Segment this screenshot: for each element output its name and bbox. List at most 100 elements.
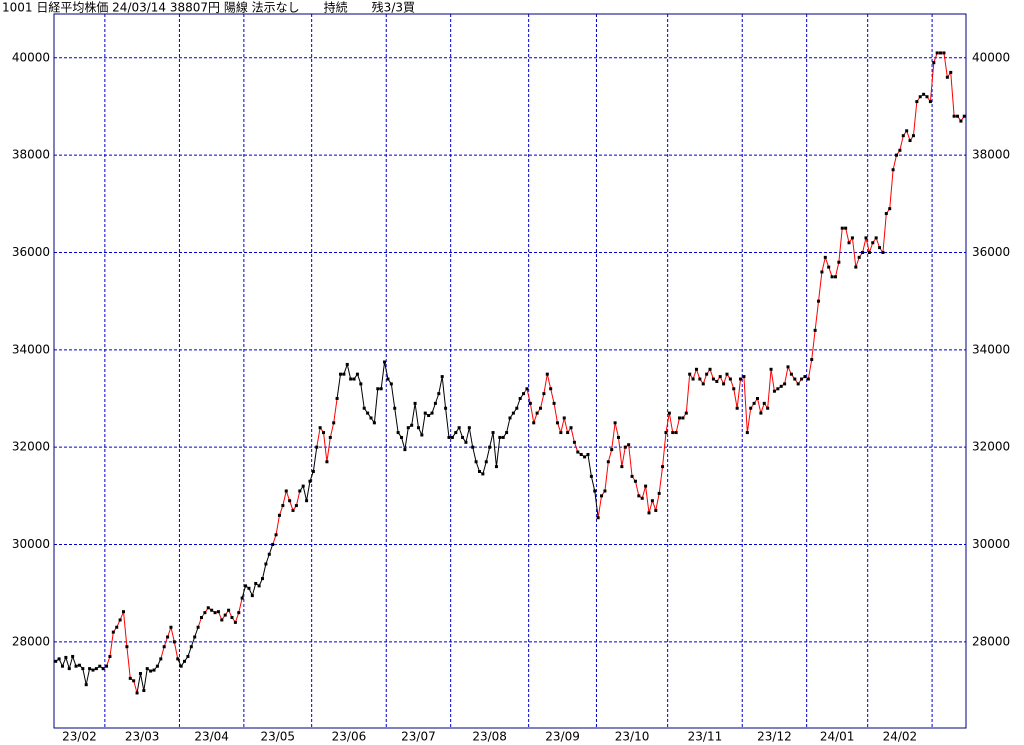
point-marker (410, 423, 414, 427)
line-segment (645, 486, 650, 513)
line-segment (302, 485, 308, 501)
point-marker (657, 491, 661, 495)
point-marker (308, 479, 312, 483)
line-segment (889, 169, 894, 209)
plot-frame (53, 13, 967, 729)
point-marker (454, 431, 458, 435)
line-segment (106, 656, 111, 667)
point-marker (586, 452, 590, 456)
point-marker (186, 654, 190, 658)
point-marker (542, 392, 546, 396)
point-marker (830, 275, 834, 279)
point-marker (166, 635, 170, 639)
line-segment (475, 461, 480, 472)
line-segment (668, 413, 674, 433)
y-tick-label: 34000 (12, 342, 50, 356)
line-segment (594, 490, 599, 518)
line-segment (702, 373, 708, 385)
line-segment (929, 62, 935, 102)
point-marker (539, 406, 543, 410)
line-segment (401, 437, 406, 450)
point-marker (742, 375, 746, 379)
point-marker (74, 664, 78, 668)
point-marker (610, 448, 614, 452)
point-marker (518, 396, 522, 400)
y-tick-label: 38000 (12, 148, 50, 162)
line-segment (241, 585, 247, 599)
point-marker (562, 416, 566, 420)
point-marker (369, 416, 373, 420)
point-marker (400, 435, 404, 439)
line-segment (316, 427, 321, 448)
point-marker (81, 667, 85, 671)
point-marker (572, 440, 576, 444)
point-marker (752, 401, 756, 405)
line-segment (173, 641, 179, 659)
point-marker (237, 611, 241, 615)
point-marker (383, 360, 387, 364)
line-segment (126, 646, 131, 679)
point-marker (593, 489, 597, 493)
point-marker (261, 577, 265, 581)
line-segment (441, 376, 447, 409)
line-segment (685, 374, 691, 414)
line-segment (384, 361, 389, 380)
point-marker (169, 625, 173, 629)
point-marker (403, 448, 407, 452)
point-marker (437, 392, 441, 396)
line-segment (414, 403, 419, 428)
line-segment (757, 398, 762, 414)
point-marker (98, 664, 102, 668)
line-segment (540, 393, 545, 409)
point-marker (864, 236, 868, 240)
line-segment (506, 417, 511, 433)
line-segment (323, 432, 328, 462)
line-segment (862, 237, 867, 253)
point-marker (850, 236, 854, 240)
point-marker (322, 431, 326, 435)
point-marker (932, 61, 936, 65)
point-marker (193, 635, 197, 639)
line-segment (485, 447, 491, 462)
point-marker (535, 411, 539, 415)
point-marker (420, 433, 424, 437)
line-segment (390, 383, 396, 409)
line-segment (865, 237, 870, 253)
line-segment (82, 668, 87, 685)
point-marker (661, 465, 665, 469)
point-marker (115, 625, 119, 629)
point-marker (600, 494, 604, 498)
point-marker (901, 134, 905, 138)
point-marker (152, 668, 156, 672)
line-segment (570, 427, 575, 443)
y-tick-label-right: 34000 (972, 342, 1010, 356)
point-marker (355, 372, 359, 376)
point-marker (654, 508, 658, 512)
line-segment (533, 412, 538, 423)
point-marker (803, 375, 807, 379)
point-marker (884, 212, 888, 216)
y-tick-label-right: 32000 (972, 440, 1010, 454)
point-marker (647, 511, 651, 515)
point-marker (847, 241, 851, 245)
point-marker (789, 372, 793, 376)
line-segment (373, 388, 379, 423)
point-marker (325, 460, 329, 464)
y-tick-label-right: 30000 (972, 537, 1010, 551)
point-marker (644, 484, 648, 488)
line-segment (906, 130, 911, 141)
point-marker (457, 426, 461, 430)
line-segment (445, 408, 450, 438)
line-segment (767, 369, 772, 409)
y-tick-label: 40000 (12, 50, 50, 64)
point-marker (301, 484, 305, 488)
x-tick-label: 23/05 (260, 730, 295, 744)
line-segment (614, 422, 619, 438)
point-marker (138, 671, 142, 675)
point-marker (708, 367, 712, 371)
line-segment (529, 403, 535, 423)
line-segment (526, 388, 531, 404)
point-marker (227, 608, 231, 612)
point-marker (349, 377, 353, 381)
